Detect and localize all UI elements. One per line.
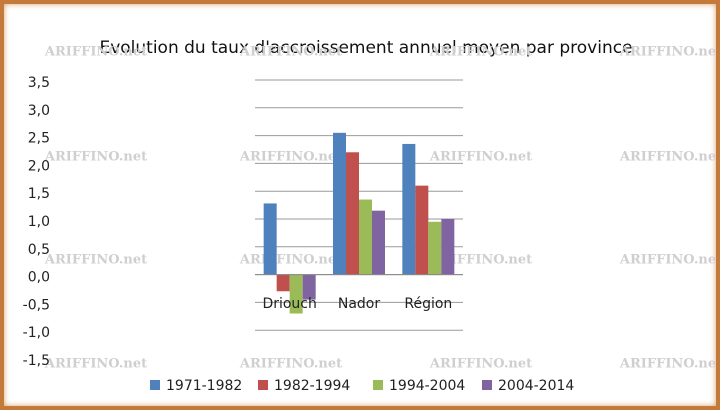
- watermark: ARIFFINO.net: [44, 45, 147, 60]
- watermark: ARIFFINO.net: [239, 357, 342, 372]
- watermark: ARIFFINO.net: [44, 150, 147, 165]
- legend-label: 1994-2004: [389, 378, 465, 394]
- bar: [428, 221, 442, 275]
- watermark: ARIFFINO.net: [429, 253, 532, 268]
- bar: [346, 152, 359, 275]
- bar: [415, 185, 429, 275]
- legend-swatch: [373, 380, 383, 390]
- y-tick-label: 0,0: [28, 270, 50, 286]
- bar: [302, 274, 316, 300]
- y-tick-label: 3,0: [28, 103, 50, 119]
- bar: [359, 199, 372, 275]
- y-tick-label: 0,5: [28, 242, 50, 258]
- watermark: ARIFFINO.net: [619, 253, 716, 268]
- legend-label: 2004-2014: [498, 378, 574, 394]
- bar: [441, 219, 455, 275]
- watermark: ARIFFINO.net: [619, 357, 716, 372]
- bar: [372, 210, 385, 275]
- bar: [289, 274, 303, 314]
- watermark: ARIFFINO.net: [239, 150, 342, 165]
- watermark: ARIFFINO.net: [619, 45, 716, 60]
- watermark: ARIFFINO.net: [429, 357, 532, 372]
- watermark: ARIFFINO.net: [619, 150, 716, 165]
- legend-label: 1971-1982: [166, 378, 242, 394]
- x-tick-label: Nador: [338, 296, 381, 312]
- y-tick-label: -1,5: [23, 353, 50, 369]
- y-tick-label: 2,0: [28, 158, 50, 174]
- bar: [276, 274, 290, 292]
- y-tick-label: 1,5: [28, 186, 50, 202]
- watermark: ARIFFINO.net: [239, 253, 342, 268]
- y-tick-label: -1,0: [23, 325, 50, 341]
- y-tick-label: -0,5: [23, 297, 50, 313]
- bar: [402, 143, 416, 275]
- watermark: ARIFFINO.net: [239, 45, 342, 60]
- y-tick-label: 3,5: [28, 75, 50, 91]
- legend-swatch: [258, 380, 268, 390]
- x-tick-label: Driouch: [262, 296, 316, 312]
- legend-label: 1982-1994: [274, 378, 350, 394]
- watermark: ARIFFINO.net: [44, 357, 147, 372]
- y-tick-label: 1,0: [28, 214, 50, 230]
- legend-swatch: [150, 380, 160, 390]
- watermark: ARIFFINO.net: [429, 45, 532, 60]
- watermark: ARIFFINO.net: [429, 150, 532, 165]
- chart-title: Evolution du taux d'accroissement annuel…: [99, 38, 632, 58]
- y-tick-label: 2,5: [28, 131, 50, 147]
- x-tick-label: Région: [404, 296, 452, 312]
- chart: Evolution du taux d'accroissement annuel…: [23, 38, 716, 394]
- legend-swatch: [482, 380, 492, 390]
- watermark: ARIFFINO.net: [44, 253, 147, 268]
- bar: [333, 132, 346, 275]
- bar: [263, 203, 277, 275]
